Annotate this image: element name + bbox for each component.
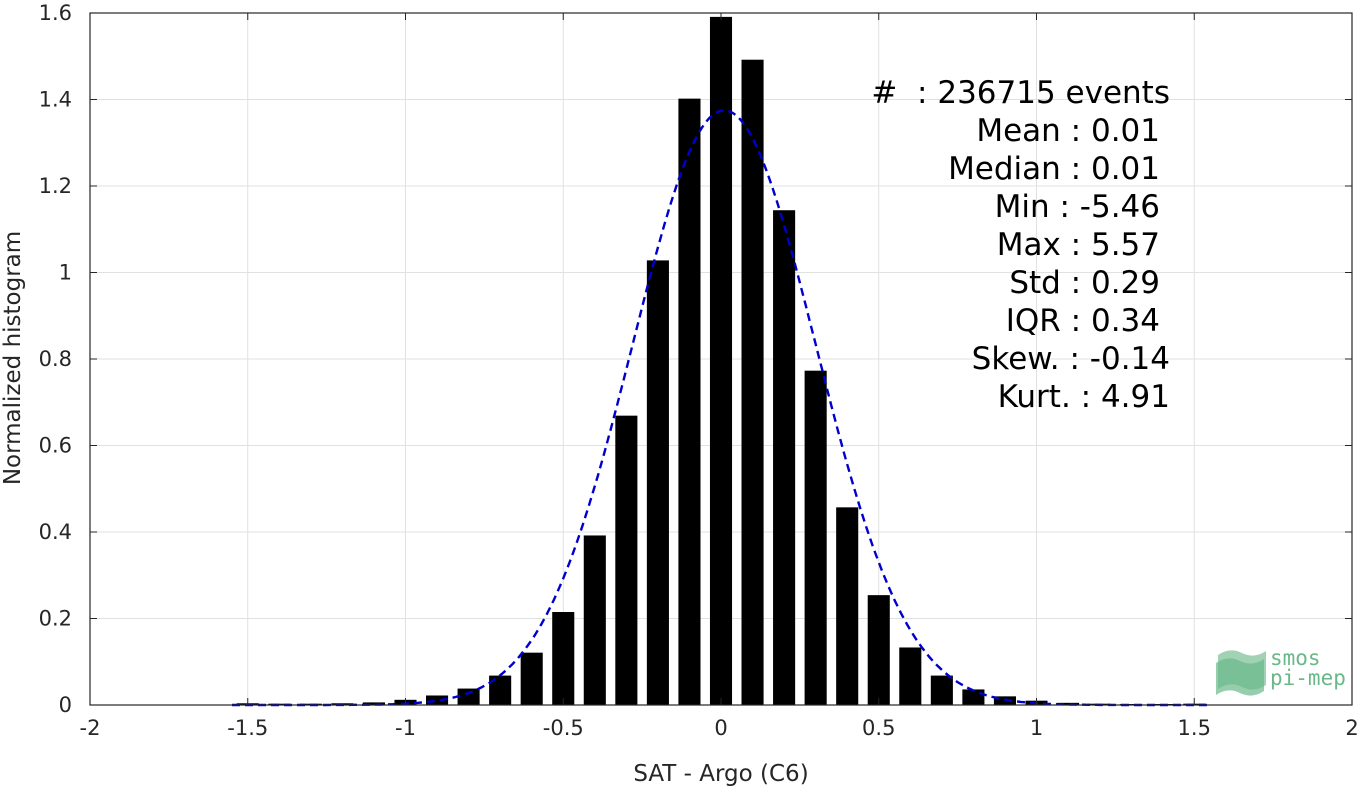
stat-median: Median : 0.01: [948, 151, 1160, 187]
y-tick-label: 0.8: [39, 347, 72, 371]
histogram-bar: [520, 652, 543, 705]
y-axis-label: Normalized histogram: [0, 231, 26, 485]
y-tick-label: 0.4: [39, 520, 72, 544]
plot-frame: [89, 12, 1353, 706]
x-tick-label: 0.5: [862, 716, 895, 740]
x-tick-label: -1: [395, 716, 416, 740]
x-tick-labels: -2 -1.5 -1 -0.5 0 0.5 1 1.5 2: [80, 716, 1359, 740]
histogram-bar: [804, 370, 827, 705]
histogram-bar: [268, 703, 291, 705]
logo-line1: smos: [1270, 646, 1321, 670]
y-tick-label: 0: [59, 693, 72, 717]
histogram-bar: [836, 507, 859, 705]
histogram-bar: [489, 675, 512, 705]
x-tick-label: -2: [80, 716, 101, 740]
x-tick-label: 0: [714, 716, 727, 740]
x-tick-label: 1: [1030, 716, 1043, 740]
stat-skew: Skew. : -0.14: [971, 341, 1170, 377]
histogram-bars: [236, 16, 1206, 705]
x-tick-label: 1.5: [1178, 716, 1211, 740]
y-tick-label: 0.2: [39, 607, 72, 631]
histogram-bar: [426, 695, 449, 705]
x-tick-label: -0.5: [543, 716, 584, 740]
gaussian-fit-curve: [232, 109, 1207, 707]
histogram-bar: [552, 612, 575, 705]
axes-frame: [89, 12, 1353, 706]
histogram-bar: [899, 647, 922, 705]
x-tick-label: -1.5: [227, 716, 268, 740]
histogram-bar: [615, 415, 638, 705]
histogram-bar: [583, 535, 606, 705]
histogram-bar: [646, 260, 669, 705]
y-tick-label: 1.6: [39, 1, 72, 25]
stat-min: Min : -5.46: [994, 189, 1160, 225]
wave-logo-icon: [1216, 650, 1266, 696]
x-axis-label: SAT - Argo (C6): [633, 761, 808, 786]
y-tick-label: 1.4: [39, 88, 72, 112]
histogram-bar: [1057, 702, 1080, 705]
stat-mean: Mean : 0.01: [976, 113, 1160, 149]
stat-iqr: IQR : 0.34: [1005, 303, 1160, 339]
histogram-bar: [678, 98, 701, 705]
histogram-bar: [709, 16, 733, 705]
y-tick-labels: 0 0.2 0.4 0.6 0.8 1 1.2 1.4 1.6: [39, 1, 72, 717]
histogram-bar: [867, 595, 890, 705]
y-tick-label: 1: [59, 261, 72, 285]
histogram-bar: [773, 210, 796, 705]
stat-std: Std : 0.29: [1009, 265, 1160, 301]
x-tick-label: 2: [1345, 716, 1358, 740]
histogram-bar: [741, 59, 764, 705]
histogram-bar: [457, 688, 480, 705]
y-tick-label: 0.6: [39, 434, 72, 458]
stat-max: Max : 5.57: [996, 227, 1160, 263]
logo-line2: pi-mep: [1270, 666, 1346, 690]
stat-kurt: Kurt. : 4.91: [997, 379, 1170, 415]
histogram-bar: [930, 675, 953, 705]
histogram-bar: [362, 702, 385, 705]
stat-events: # : 236715 events: [871, 75, 1170, 111]
y-tick-label: 1.2: [39, 174, 72, 198]
